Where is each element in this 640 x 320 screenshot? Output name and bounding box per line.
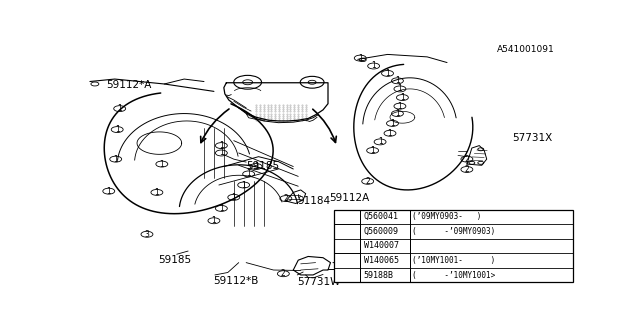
Text: 1: 1: [219, 141, 224, 150]
Text: 1: 1: [385, 69, 390, 78]
Text: 57731W: 57731W: [297, 277, 340, 287]
Text: 1: 1: [113, 155, 118, 164]
Text: A541001091: A541001091: [497, 44, 554, 53]
Text: 1: 1: [397, 102, 403, 111]
Text: Q560041: Q560041: [364, 212, 399, 221]
Text: 1: 1: [117, 104, 122, 113]
Text: 1: 1: [395, 76, 400, 85]
Text: 59112*A: 59112*A: [106, 80, 151, 90]
Text: 59112A: 59112A: [329, 193, 369, 203]
Text: 1: 1: [246, 169, 251, 179]
Text: 1: 1: [219, 204, 224, 213]
Text: 2: 2: [365, 177, 370, 186]
Text: 1: 1: [232, 193, 236, 202]
Text: 57731X: 57731X: [513, 132, 553, 142]
Text: 1: 1: [358, 54, 363, 63]
Text: 1: 1: [154, 188, 159, 197]
Text: 1: 1: [115, 125, 120, 134]
Text: 1: 1: [345, 263, 349, 272]
Text: 1: 1: [371, 146, 375, 155]
Text: 1: 1: [400, 93, 404, 102]
Text: 3: 3: [345, 220, 350, 229]
Text: 1: 1: [106, 187, 111, 196]
Text: 1: 1: [388, 129, 392, 138]
Text: 1: 1: [378, 137, 383, 146]
Text: (      -’10MY1001>: ( -’10MY1001>: [412, 271, 495, 280]
Text: 1: 1: [219, 148, 224, 157]
Text: 1: 1: [253, 162, 259, 171]
Text: 2: 2: [345, 242, 349, 251]
Text: 59112*B: 59112*B: [213, 276, 259, 286]
Text: W140065: W140065: [364, 256, 399, 265]
Text: 2: 2: [465, 165, 469, 174]
Text: W140007: W140007: [364, 242, 399, 251]
Text: 59185: 59185: [158, 255, 191, 265]
Text: (’10MY1001-      ): (’10MY1001- ): [412, 256, 495, 265]
Text: 3: 3: [145, 230, 149, 239]
Text: 2: 2: [281, 269, 285, 278]
Bar: [335, 210, 573, 282]
Text: 59185: 59185: [246, 161, 279, 171]
Text: 91184: 91184: [297, 196, 330, 206]
Text: 1: 1: [397, 84, 403, 93]
Text: 1: 1: [371, 61, 376, 70]
Text: 1: 1: [390, 119, 395, 128]
Text: 1: 1: [395, 109, 400, 118]
Text: 1: 1: [159, 160, 164, 169]
Text: (’09MY0903-   ): (’09MY0903- ): [412, 212, 482, 221]
Text: Q560009: Q560009: [364, 227, 399, 236]
Text: 59188B: 59188B: [364, 271, 394, 280]
Text: (      -’09MY0903): ( -’09MY0903): [412, 227, 495, 236]
Text: 1: 1: [212, 216, 216, 225]
Text: 2: 2: [284, 194, 288, 203]
Text: 1: 1: [241, 180, 246, 189]
Text: 2: 2: [465, 155, 469, 164]
